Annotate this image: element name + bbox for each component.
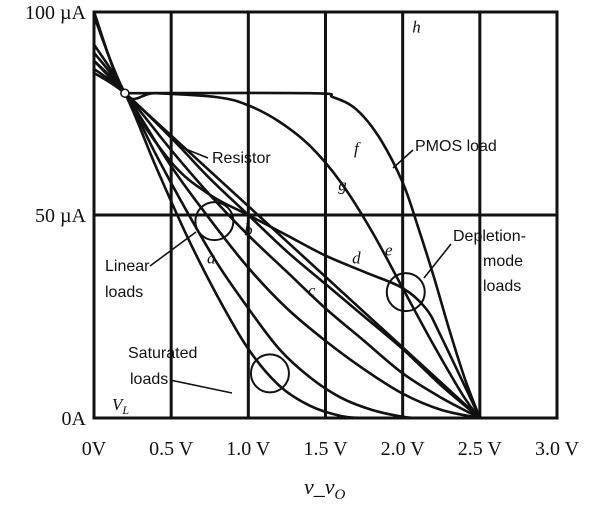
annotation-vl: VL — [112, 395, 129, 417]
series-line-d — [93, 67, 481, 420]
series-line-a — [92, 43, 365, 420]
annotation-label: Linear — [105, 258, 150, 275]
x-tick-label: 1.5 V — [303, 438, 348, 460]
curve-label-c: c — [308, 281, 316, 300]
x-axis-title-sub: O — [335, 487, 346, 503]
tick-labels: 0V 0.5 V 1.0 V 1.5 V 2.0 V 2.5 V 3.0 V 0A 50 µA 1… — [25, 2, 580, 460]
x-tick-label: 0.5 V — [149, 438, 194, 460]
highlight-circle — [249, 353, 290, 394]
y-tick-label: 0A — [62, 408, 87, 430]
curves — [92, 11, 482, 420]
x-tick-label: 0V — [82, 438, 107, 460]
x-tick-label: 2.5 V — [458, 438, 503, 460]
x-tick-label: 2.0 V — [381, 438, 426, 460]
curve-label-e: e — [385, 241, 393, 260]
intersection-point — [120, 88, 130, 98]
curve-label-h: h — [412, 17, 421, 36]
series-line-b — [92, 51, 419, 420]
curve-label-b: b — [244, 220, 253, 239]
series-line-f — [92, 15, 482, 419]
annotation-label: Resistor — [212, 150, 271, 167]
annotation-label: loads — [483, 278, 521, 295]
x-axis-title: v_vO — [304, 474, 346, 503]
marks — [120, 88, 426, 394]
x-tick-label: 3.0 V — [535, 438, 580, 460]
x-axis-title-main: v_v — [304, 474, 335, 499]
annotation-label: Depletion- — [453, 228, 526, 245]
annotation-label: mode — [483, 253, 523, 270]
annotation-label: PMOS load — [415, 138, 497, 155]
annotations: Resistor PMOS load Depletion-mode loads Line… — [105, 138, 526, 417]
curve-labels: a b c d e fg h — [207, 17, 421, 300]
leader-line — [149, 231, 197, 267]
curve-label-g: g — [338, 176, 347, 195]
curve-label-f: f — [354, 139, 361, 158]
y-tick-label: 100 µA — [25, 2, 87, 24]
leader-line — [423, 243, 452, 279]
y-tick-label: 50 µA — [35, 205, 87, 227]
x-tick-label: 1.0 V — [226, 438, 271, 460]
annotation-label: Saturated — [128, 345, 197, 362]
leader-line — [392, 149, 414, 169]
curve-label-d: d — [352, 249, 361, 268]
highlight-circle — [385, 272, 426, 313]
series-line-h — [124, 91, 482, 419]
highlight-circle — [194, 201, 235, 242]
leader-line — [169, 379, 233, 394]
curve-label-a: a — [207, 249, 216, 268]
annotation-label: loads — [130, 371, 168, 388]
annotation-label: loads — [105, 284, 143, 301]
leader-line — [177, 145, 209, 159]
